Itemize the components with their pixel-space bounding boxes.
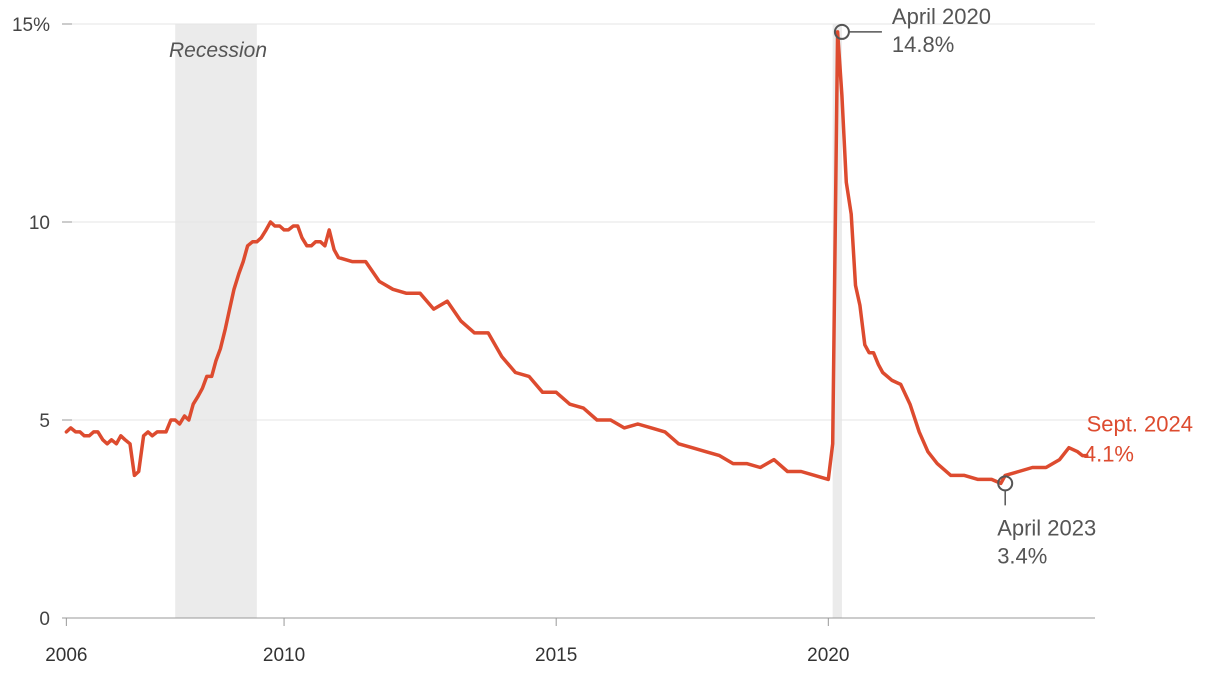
annotations: April 2020 14.8% April 2023 3.4% Sept. 2024 4… bbox=[833, 4, 1193, 568]
gridlines bbox=[62, 23, 1095, 421]
recession-band bbox=[832, 24, 842, 618]
recession-bands: Recession bbox=[169, 24, 842, 618]
series-line bbox=[64, 30, 1089, 486]
x-tick-label: 2015 bbox=[535, 645, 577, 666]
x-tick-label: 2006 bbox=[45, 645, 87, 666]
series-lines bbox=[64, 30, 1089, 486]
annotation-label-low-value: 3.4% bbox=[997, 543, 1047, 568]
annotation-label-latest-date: Sept. 2024 bbox=[1087, 412, 1193, 437]
annotation-label-latest-value: 4.1% bbox=[1084, 442, 1134, 467]
y-tick-label: 5 bbox=[39, 411, 50, 432]
y-tick-label: 10 bbox=[29, 213, 50, 234]
annotation-label-peak-value: 14.8% bbox=[892, 32, 954, 57]
x-tick-label: 2020 bbox=[807, 645, 849, 666]
axes: 0 5 10 15% 2006 2010 2015 2020 bbox=[12, 15, 1095, 666]
annotation-label-low-date: April 2023 bbox=[997, 515, 1096, 540]
recession-label: Recession bbox=[169, 39, 267, 62]
y-tick-label: 0 bbox=[39, 609, 50, 630]
y-tick-label: 15% bbox=[12, 15, 50, 36]
x-tick-label: 2010 bbox=[263, 645, 305, 666]
recession-band bbox=[175, 24, 257, 618]
annotation-label-peak-date: April 2020 bbox=[892, 4, 991, 29]
